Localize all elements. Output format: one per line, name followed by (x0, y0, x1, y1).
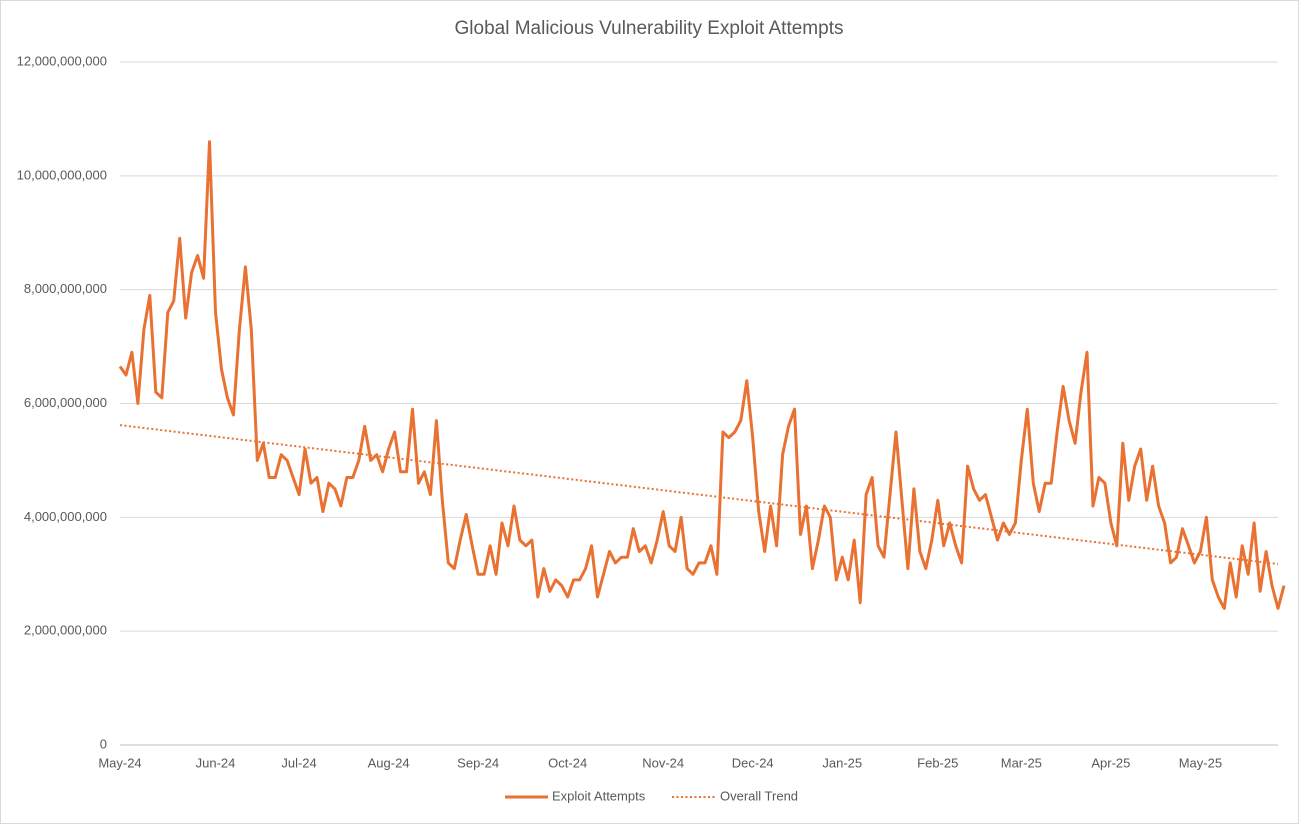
x-tick-label: Jun-24 (196, 755, 236, 770)
x-tick-label: Oct-24 (548, 755, 587, 770)
y-tick-label: 4,000,000,000 (24, 509, 107, 524)
x-tick-label: May-25 (1179, 755, 1222, 770)
x-tick-label: Aug-24 (368, 755, 410, 770)
x-tick-label: Nov-24 (642, 755, 684, 770)
x-tick-label: May-24 (98, 755, 141, 770)
x-tick-label: Jul-24 (281, 755, 316, 770)
y-tick-label: 8,000,000,000 (24, 281, 107, 296)
y-tick-label: 2,000,000,000 (24, 623, 107, 638)
trend-line (119, 424, 1279, 565)
y-tick-label: 10,000,000,000 (17, 167, 107, 182)
x-tick-label: Mar-25 (1001, 755, 1042, 770)
y-tick-label: 6,000,000,000 (24, 395, 107, 410)
legend-label: Exploit Attempts (552, 788, 646, 803)
x-tick-label: Feb-25 (917, 755, 958, 770)
legend-label: Overall Trend (720, 788, 798, 803)
y-tick-label: 12,000,000,000 (17, 53, 107, 68)
chart-title: Global Malicious Vulnerability Exploit A… (455, 18, 844, 39)
x-tick-label: Apr-25 (1091, 755, 1130, 770)
x-tick-label: Sep-24 (457, 755, 499, 770)
y-tick-label: 0 (100, 736, 107, 751)
x-tick-label: Jan-25 (822, 755, 862, 770)
x-tick-label: Dec-24 (732, 755, 774, 770)
data-line (118, 140, 1286, 610)
